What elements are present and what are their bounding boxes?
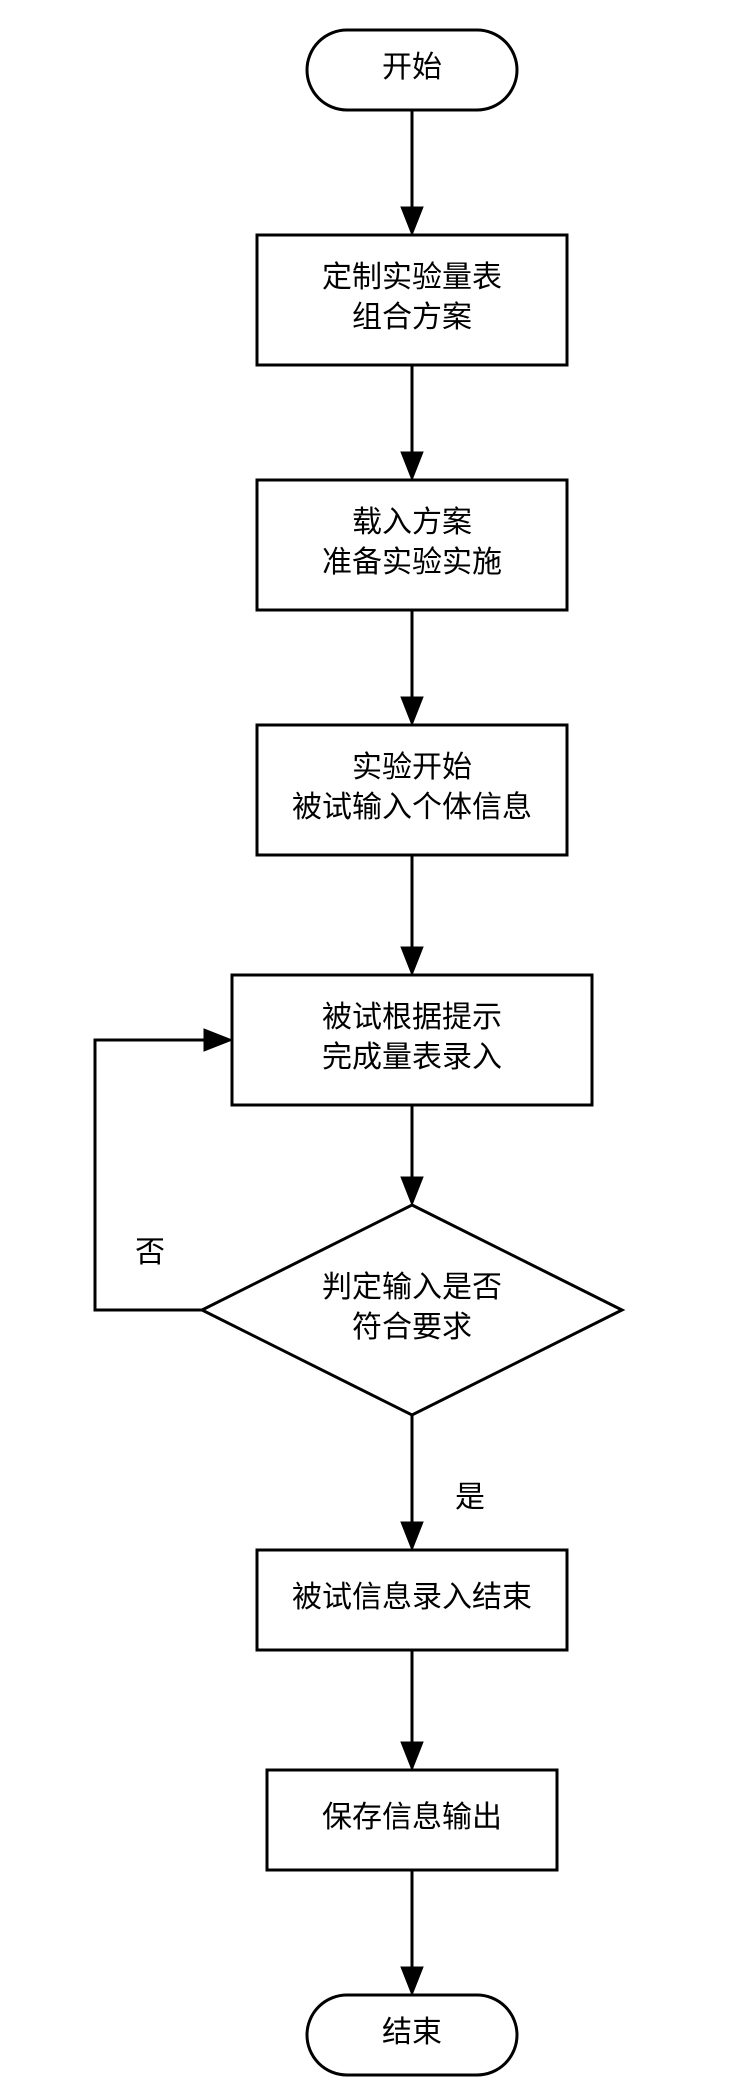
node-dec-line-0: 判定输入是否: [322, 1271, 502, 1304]
edge-label-dec-n5: 是: [455, 1481, 485, 1514]
node-n2-line-0: 载入方案: [352, 506, 472, 539]
node-n5-line-0: 被试信息录入结束: [292, 1581, 532, 1614]
edge-n5-n6: [401, 1650, 423, 1770]
node-end: 结束: [307, 1995, 517, 2075]
node-dec: 判定输入是否符合要求: [202, 1205, 622, 1415]
node-n4: 被试根据提示完成量表录入: [232, 975, 592, 1105]
node-n1: 定制实验量表组合方案: [257, 235, 567, 365]
edge-n2-n3: [401, 610, 423, 725]
node-n5: 被试信息录入结束: [257, 1550, 567, 1650]
node-start: 开始: [307, 30, 517, 110]
edge-n3-n4: [401, 855, 423, 975]
edge-n4-dec: [401, 1105, 423, 1205]
node-n6: 保存信息输出: [267, 1770, 557, 1870]
edge-start-n1: [401, 110, 423, 235]
node-start-line-0: 开始: [382, 51, 442, 84]
node-n1-line-0: 定制实验量表: [322, 261, 502, 294]
node-dec-line-1: 符合要求: [352, 1311, 472, 1344]
node-n2: 载入方案准备实验实施: [257, 480, 567, 610]
edge-dec-n4: 否: [95, 1029, 232, 1310]
node-n3-line-0: 实验开始: [352, 751, 472, 784]
node-end-line-0: 结束: [382, 2016, 442, 2049]
node-n2-line-1: 准备实验实施: [322, 546, 502, 579]
edge-dec-n5: 是: [401, 1415, 485, 1550]
node-n4-line-0: 被试根据提示: [322, 1001, 502, 1034]
edge-n6-end: [401, 1870, 423, 1995]
node-n3-line-1: 被试输入个体信息: [292, 791, 532, 824]
edge-label-dec-n4: 否: [135, 1236, 165, 1269]
node-n6-line-0: 保存信息输出: [322, 1801, 502, 1834]
node-n4-line-1: 完成量表录入: [322, 1041, 502, 1074]
edge-n1-n2: [401, 365, 423, 480]
node-n3: 实验开始被试输入个体信息: [257, 725, 567, 855]
node-n1-line-1: 组合方案: [352, 301, 472, 334]
